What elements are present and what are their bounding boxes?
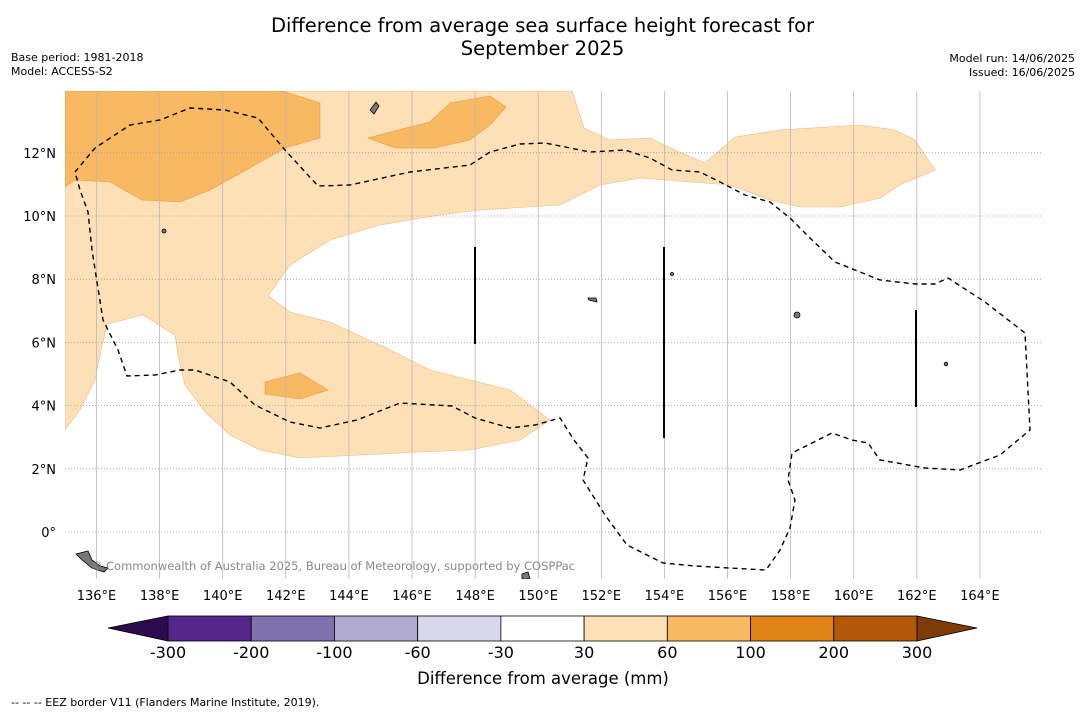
- island: [75, 550, 109, 573]
- colorbar-bin: [833, 615, 918, 642]
- island: [369, 101, 380, 115]
- lat-tick-label: 4°N: [32, 400, 57, 415]
- colorbar-bin: [666, 615, 751, 642]
- colorbar-tick-label: 200: [819, 643, 850, 662]
- colorbar-tick-label: -30: [488, 643, 514, 662]
- island: [587, 297, 598, 303]
- colorbar: -300 -200 -100 -60 -30 30 60 100 200 300 Differen…: [107, 615, 978, 688]
- title-line-2: September 2025: [460, 37, 625, 60]
- lon-tick-label: 158°E: [771, 589, 811, 604]
- colorbar-arrow-high: [916, 615, 978, 642]
- island: [793, 311, 801, 319]
- meta-left: Base period: 1981-2018 Model: ACCESS-S2: [11, 51, 143, 79]
- chart-title: Difference from average sea surface heig…: [0, 14, 1085, 60]
- colorbar-bin: [167, 615, 252, 642]
- model-run-text: Model run: 14/06/2025: [949, 52, 1075, 65]
- meta-right: Model run: 14/06/2025 Issued: 16/06/2025: [949, 52, 1075, 80]
- map-plot: © Commonwealth of Australia 2025, Bureau…: [65, 91, 1042, 579]
- colorbar-bins: [167, 615, 918, 642]
- anomaly-region-30-60: [65, 91, 936, 459]
- model-text: Model: ACCESS-S2: [11, 65, 113, 78]
- colorbar-title: Difference from average (mm): [417, 669, 669, 688]
- lon-tick-label: 146°E: [392, 589, 432, 604]
- colorbar-bin: [417, 615, 502, 642]
- lon-tick-label: 150°E: [518, 589, 558, 604]
- lon-tick-label: 152°E: [582, 589, 622, 604]
- watermark-text: © Commonwealth of Australia 2025, Bureau…: [91, 559, 575, 573]
- lat-tick-label: 10°N: [23, 210, 56, 225]
- lon-tick-label: 156°E: [708, 589, 748, 604]
- issued-text: Issued: 16/06/2025: [968, 66, 1075, 79]
- colorbar-bin: [750, 615, 835, 642]
- lon-tick-label: 148°E: [455, 589, 495, 604]
- lon-tick-label: 142°E: [266, 589, 306, 604]
- lon-tick-label: 162°E: [897, 589, 937, 604]
- anomaly-region-60-100-south: [264, 372, 329, 400]
- lon-tick-label: 160°E: [834, 589, 874, 604]
- islands: [75, 101, 949, 579]
- island: [943, 361, 949, 367]
- colorbar-bin: [250, 615, 335, 642]
- anomaly-region-60-100-west: [65, 91, 321, 203]
- lon-tick-label: 164°E: [960, 589, 1000, 604]
- colorbar-bin: [583, 615, 668, 642]
- colorbar-tick-label: 100: [735, 643, 766, 662]
- lat-tick-label: 2°N: [32, 463, 57, 478]
- lon-tick-label: 144°E: [329, 589, 369, 604]
- colorbar-tick-label: 60: [657, 643, 677, 662]
- lat-tick-label: 8°N: [32, 273, 57, 288]
- footer-note: -- -- -- EEZ border V11 (Flanders Marine…: [11, 696, 320, 709]
- colorbar-ticks: -300 -200 -100 -60 -30 30 60 100 200 300: [150, 643, 932, 662]
- colorbar-tick-label: -300: [150, 643, 186, 662]
- colorbar-tick-label: -60: [405, 643, 431, 662]
- island: [521, 571, 531, 579]
- anomaly-region-60-100-central: [367, 95, 507, 149]
- island: [670, 272, 674, 276]
- lat-tick-label: 12°N: [23, 147, 56, 162]
- colorbar-tick-label: -200: [233, 643, 269, 662]
- lat-tick-label: 0°: [41, 526, 56, 541]
- island: [161, 228, 167, 234]
- lon-tick-label: 136°E: [77, 589, 117, 604]
- colorbar-tick-label: -100: [316, 643, 352, 662]
- gridlines: [65, 91, 1042, 579]
- colorbar-bin: [500, 615, 585, 642]
- lat-tick-label: 6°N: [32, 336, 57, 351]
- colorbar-tick-label: 30: [574, 643, 594, 662]
- colorbar-tick-label: 300: [902, 643, 933, 662]
- eez-border: [74, 107, 1031, 571]
- lon-tick-label: 138°E: [140, 589, 180, 604]
- lon-tick-label: 154°E: [645, 589, 685, 604]
- base-period-text: Base period: 1981-2018: [11, 51, 144, 64]
- lon-tick-label: 140°E: [203, 589, 243, 604]
- title-line-1: Difference from average sea surface heig…: [270, 14, 815, 37]
- colorbar-arrow-low: [107, 615, 169, 642]
- colorbar-bin: [334, 615, 419, 642]
- axis-labels: 136°E 138°E 140°E 142°E 144°E 146°E 148°E 150°E…: [23, 147, 999, 604]
